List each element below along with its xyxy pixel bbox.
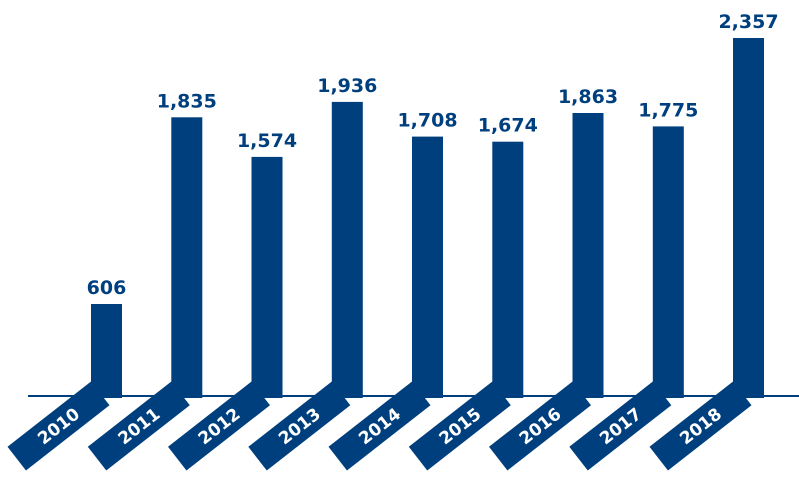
value-labels-group: 606 1,835 1,574 1,936 1,708 1,674 1,863 1,775 2,… [87, 11, 779, 299]
category-band-2010: 2010 [7, 381, 110, 471]
value-label-2011: 1,835 [157, 90, 217, 112]
category-band-shape-2014 [328, 381, 431, 471]
bar-2013 [331, 101, 363, 399]
category-band-shape-2012 [168, 381, 270, 471]
value-label-2015: 1,674 [478, 115, 538, 137]
category-band-shape-2015 [408, 381, 511, 471]
category-band-shape-2016 [489, 381, 591, 471]
bar-2014 [412, 136, 443, 398]
category-band-shape-2013 [248, 381, 351, 471]
value-label-2017: 1,775 [638, 99, 698, 121]
category-band-shape-2017 [569, 381, 672, 471]
value-label-2018: 2,357 [718, 11, 778, 33]
bar-2015 [492, 141, 524, 398]
value-label-2014: 1,708 [397, 110, 457, 132]
bar-2012 [251, 156, 283, 398]
bar-2010 [91, 304, 122, 398]
bar-2017 [652, 126, 684, 399]
value-label-2016: 1,863 [558, 86, 618, 108]
bar-2018 [733, 38, 764, 398]
bar-2016 [572, 113, 604, 398]
category-band-shape-2018 [649, 381, 752, 471]
value-label-2013: 1,936 [317, 75, 377, 97]
category-band-2018: 2018 [649, 381, 752, 471]
bar-2011 [171, 117, 203, 399]
value-label-2010: 606 [87, 277, 127, 299]
value-label-2012: 1,574 [237, 130, 297, 152]
category-band-shape-2010 [7, 381, 110, 471]
bars-group [91, 38, 764, 399]
category-band-shape-2011 [87, 381, 190, 471]
